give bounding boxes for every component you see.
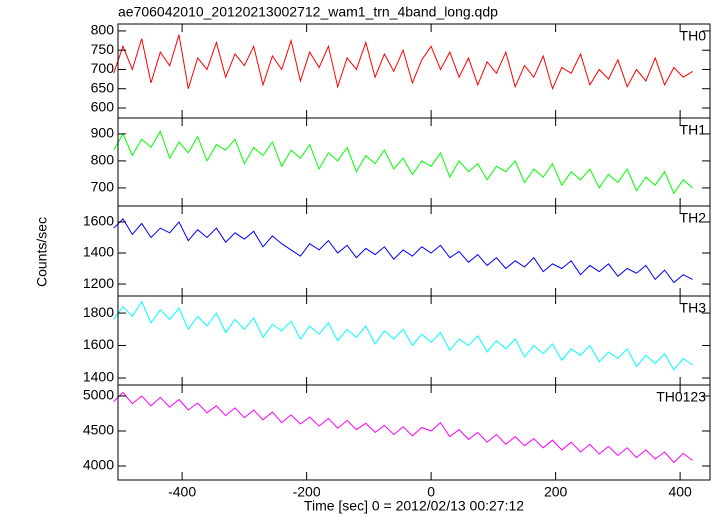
data-line — [113, 300, 693, 371]
y-tick-label: 1400 — [83, 244, 114, 260]
y-tick-label: 1400 — [83, 369, 114, 385]
x-tick-label: 0 — [427, 484, 435, 500]
panel-frame — [117, 384, 711, 481]
series-label: TH3 — [680, 300, 707, 316]
x-tick-label: -400 — [168, 484, 196, 500]
y-tick-label: 4500 — [83, 422, 114, 438]
x-tick-label: 200 — [544, 484, 568, 500]
data-line — [113, 218, 693, 284]
y-tick-label: 1600 — [83, 213, 114, 229]
y-tick-label: 1200 — [83, 275, 114, 291]
y-tick-label: 750 — [91, 41, 115, 57]
x-tick-label: -200 — [293, 484, 321, 500]
y-tick-label: 1800 — [83, 304, 114, 320]
chart-title: ae706042010_20120213002712_wam1_trn_4ban… — [118, 4, 498, 20]
series-label: TH1 — [680, 122, 707, 138]
panel-frame — [117, 117, 711, 207]
data-line — [113, 34, 693, 91]
y-tick-label: 700 — [91, 179, 115, 195]
y-tick-label: 600 — [91, 99, 115, 115]
data-line — [113, 391, 693, 464]
y-tick-label: 5000 — [83, 387, 114, 403]
y-tick-label: 800 — [91, 152, 115, 168]
panel-frame — [117, 23, 711, 119]
y-tick-label: 4000 — [83, 457, 114, 473]
series-label: TH0123 — [656, 389, 706, 405]
panel-frame — [117, 295, 711, 386]
y-tick-label: 1600 — [83, 336, 114, 352]
y-axis-label: Counts/sec — [34, 217, 50, 287]
y-tick-label: 650 — [91, 79, 115, 95]
y-tick-label: 900 — [91, 125, 115, 141]
y-tick-label: 800 — [91, 22, 115, 38]
x-tick-label: 400 — [668, 484, 692, 500]
series-label: TH0 — [680, 28, 707, 44]
data-line — [113, 130, 693, 195]
y-tick-label: 700 — [91, 60, 115, 76]
series-label: TH2 — [680, 210, 707, 226]
panel-frame — [117, 205, 711, 297]
x-axis-label: Time [sec] 0 = 2012/02/13 00:27:12 — [304, 498, 524, 514]
